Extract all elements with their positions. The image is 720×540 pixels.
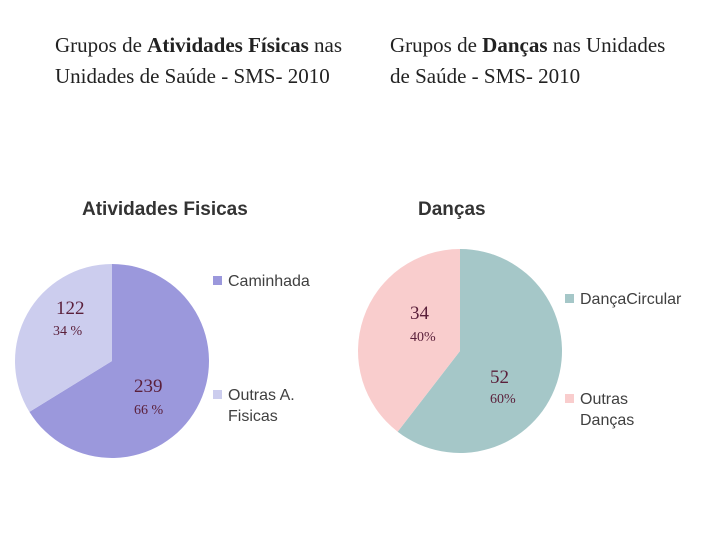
legend-label: Caminhada <box>228 273 310 290</box>
slice-percent-label: 40% <box>410 330 436 345</box>
legend-swatch <box>565 394 574 403</box>
heading-left-suffix: nas Unidades de Saúde - SMS- 2010 <box>55 33 342 88</box>
legend-label: Outras A. Fisicas <box>228 387 295 425</box>
heading-left-prefix: Grupos de <box>55 33 148 57</box>
slice-count-label: 52 <box>490 367 509 388</box>
pie-chart-1: Atividades Fisicas 239 66 % 122 34 % Caminhad… <box>15 199 310 458</box>
chart-title: Danças <box>418 199 486 220</box>
heading-left-bold: Atividades Físicas <box>147 33 309 57</box>
slice-percent-label: 34 % <box>53 324 83 339</box>
pie-chart-2: Danças 52 60% 34 40% DançaCircular Outras Dança… <box>358 199 682 454</box>
heading-dancas: Grupos de Danças nas Unidades de Saúde -… <box>390 30 690 92</box>
pie-slice-dan-acircular <box>397 249 562 454</box>
heading-atividades-fisicas: Grupos de Atividades Físicas nas Unidade… <box>55 30 355 92</box>
pie-slice-caminhada <box>29 264 210 458</box>
pie-slice-outras-a-fisicas <box>15 264 112 412</box>
heading-right-suffix: nas Unidades de Saúde - SMS- 2010 <box>390 33 666 88</box>
legend-swatch <box>213 390 222 399</box>
heading-right-bold: Danças <box>482 33 548 57</box>
slice-percent-label: 60% <box>490 392 516 407</box>
slice-count-label: 34 <box>410 303 430 324</box>
slice-count-label: 122 <box>56 298 85 319</box>
slice-count-label: 239 <box>134 376 163 397</box>
chart-title: Atividades Fisicas <box>82 199 248 220</box>
pie-slice-outras-dan-as <box>358 249 460 432</box>
legend-label: Outras Danças <box>580 391 634 429</box>
heading-right-prefix: Grupos de <box>390 33 483 57</box>
slice-percent-label: 66 % <box>134 403 164 418</box>
legend-swatch <box>213 276 222 285</box>
legend-label: DançaCircular <box>580 291 682 308</box>
legend-swatch <box>565 294 574 303</box>
